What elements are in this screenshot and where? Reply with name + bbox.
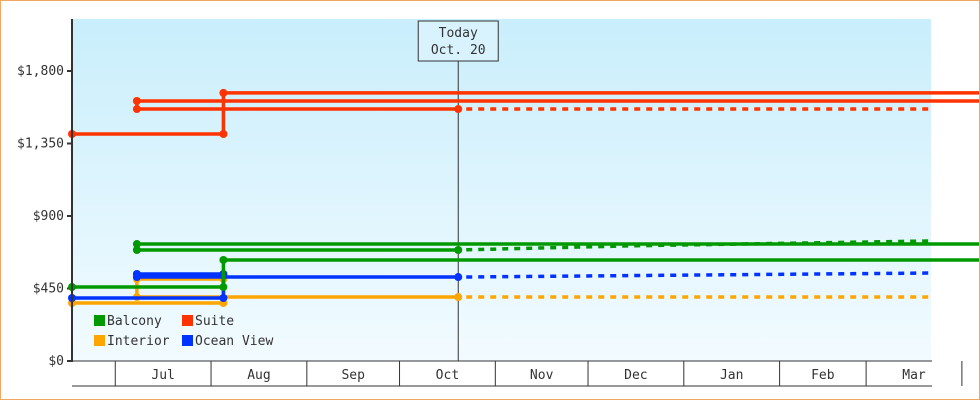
today-box	[417, 20, 499, 62]
today-date: Oct. 20	[431, 43, 486, 58]
legend-swatch	[94, 335, 105, 346]
series-line-ocean-view	[72, 272, 459, 300]
legend-label: Balcony	[107, 314, 162, 329]
y-tick-label: $450	[33, 282, 64, 297]
today-label: Today	[439, 26, 478, 41]
data-point	[219, 88, 228, 97]
legend-swatch	[182, 335, 193, 346]
x-tick-label: Feb	[811, 368, 835, 383]
x-tick-label: Sep	[341, 368, 365, 383]
x-tick-label: Aug	[247, 368, 270, 383]
x-tick-label: Mar	[902, 368, 926, 383]
y-tick-label: $0	[48, 354, 64, 369]
y-tick-label: $1,350	[17, 137, 64, 152]
data-point	[454, 273, 463, 282]
legend-label: Suite	[195, 314, 234, 329]
legend-label: Ocean View	[195, 334, 273, 349]
y-tick-label: $900	[33, 209, 64, 224]
plot-area	[72, 19, 931, 361]
data-point	[132, 240, 141, 249]
data-point	[454, 105, 463, 114]
x-tick-label: Nov	[530, 368, 554, 383]
x-tick-label: Jul	[151, 368, 174, 383]
x-tick-label: Jan	[720, 368, 743, 383]
x-tick-label: Oct	[436, 368, 459, 383]
data-point	[132, 105, 141, 114]
data-point	[219, 255, 228, 264]
data-point	[219, 129, 228, 138]
legend-label: Interior	[107, 334, 170, 349]
legend-swatch	[94, 315, 105, 326]
data-point	[132, 245, 141, 254]
data-point	[219, 283, 228, 292]
data-point	[132, 273, 141, 282]
data-point	[454, 245, 463, 254]
projection-line-balcony	[458, 239, 932, 252]
data-point	[132, 96, 141, 105]
data-point	[219, 294, 228, 303]
data-point	[454, 293, 463, 302]
legend-swatch	[182, 315, 193, 326]
projection-line-ocean-view	[458, 271, 932, 279]
x-tick-label: Dec	[624, 368, 647, 383]
y-tick-label: $1,800	[17, 64, 64, 79]
